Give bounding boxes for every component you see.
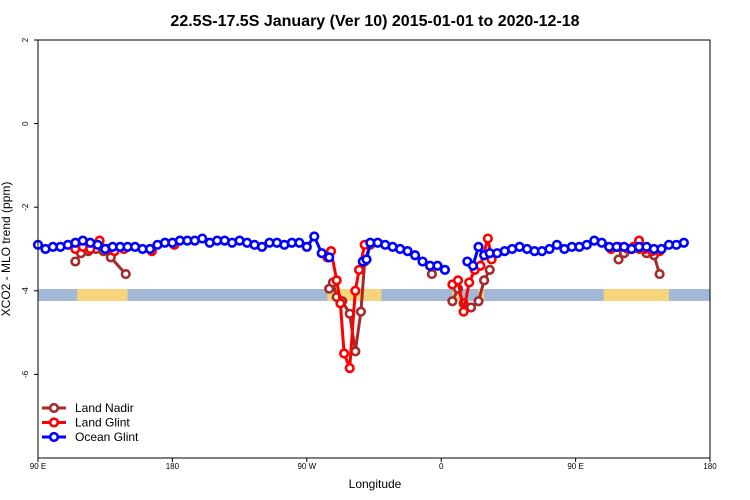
data-point: [656, 243, 667, 255]
data-point: [484, 264, 495, 276]
y-tick-label: -6: [21, 370, 30, 378]
data-point: [350, 285, 361, 296]
series-layer: [32, 231, 689, 374]
legend-marker: [48, 417, 60, 428]
data-point: [344, 363, 355, 374]
legend-label: Land Nadir: [75, 401, 134, 415]
data-point: [355, 306, 367, 317]
data-point: [70, 256, 81, 267]
surface-band: [38, 288, 710, 301]
data-point: [324, 252, 335, 263]
data-point: [402, 245, 413, 257]
legend-label: Ocean Glint: [75, 430, 139, 444]
data-point: [331, 275, 342, 286]
y-axis: 2 0 -2 -4 -6: [21, 37, 38, 378]
y-axis-label: XCO2 - MLO trend (ppm): [0, 182, 13, 317]
data-point: [339, 348, 350, 359]
data-point: [613, 254, 624, 265]
y-tick-label: -2: [21, 203, 30, 211]
data-point: [581, 239, 592, 250]
data-point: [465, 302, 477, 313]
data-point: [432, 260, 443, 271]
data-point: [678, 237, 689, 248]
series-ocean-glint: [32, 231, 689, 276]
data-point: [473, 241, 484, 253]
data-point: [361, 254, 372, 265]
legend-marker: [48, 402, 60, 414]
data-point: [551, 239, 563, 250]
x-tick-label: 180: [166, 462, 180, 471]
data-point: [92, 239, 103, 250]
y-tick-label: -4: [21, 287, 30, 295]
data-point: [417, 256, 428, 267]
data-point: [316, 248, 327, 259]
data-point: [144, 243, 156, 255]
data-point: [256, 241, 268, 253]
x-axis: 90 E 180 90 W 0 90 E 180: [30, 458, 717, 471]
x-axis-label: Longitude: [349, 477, 402, 491]
y-tick-label: 2: [21, 37, 30, 42]
data-point: [409, 250, 421, 261]
data-point: [353, 264, 365, 276]
data-point: [120, 268, 131, 280]
data-point: [544, 243, 555, 255]
data-point: [452, 275, 464, 286]
data-point: [294, 237, 305, 248]
legend-label: Land Glint: [75, 416, 130, 430]
data-point: [301, 241, 312, 253]
data-point: [350, 346, 361, 357]
data-point: [197, 233, 208, 244]
chart-title: 22.5S-17.5S January (Ver 10) 2015-01-01 …: [170, 13, 579, 30]
data-point: [596, 237, 607, 248]
data-point: [447, 296, 458, 307]
data-point: [467, 260, 479, 271]
data-point: [654, 268, 665, 280]
x-tick-label: 90 W: [297, 462, 316, 471]
x-tick-label: 180: [703, 462, 717, 471]
y-tick-label: 0: [21, 121, 30, 126]
x-tick-label: 90 E: [30, 462, 46, 471]
data-point: [335, 298, 346, 309]
data-point: [439, 264, 451, 276]
data-point: [479, 275, 490, 286]
legend-marker: [48, 431, 60, 443]
plot-frame: [37, 39, 711, 459]
land-band: [452, 288, 462, 301]
data-point: [464, 277, 475, 288]
data-point: [426, 268, 437, 280]
land-band: [603, 288, 669, 301]
x-tick-label: 90 E: [567, 462, 583, 471]
x-tick-label: 0: [439, 462, 444, 471]
land-band: [77, 288, 128, 301]
data-point: [458, 306, 469, 317]
data-point: [309, 231, 320, 242]
data-point: [482, 233, 493, 244]
data-point: [473, 296, 484, 307]
